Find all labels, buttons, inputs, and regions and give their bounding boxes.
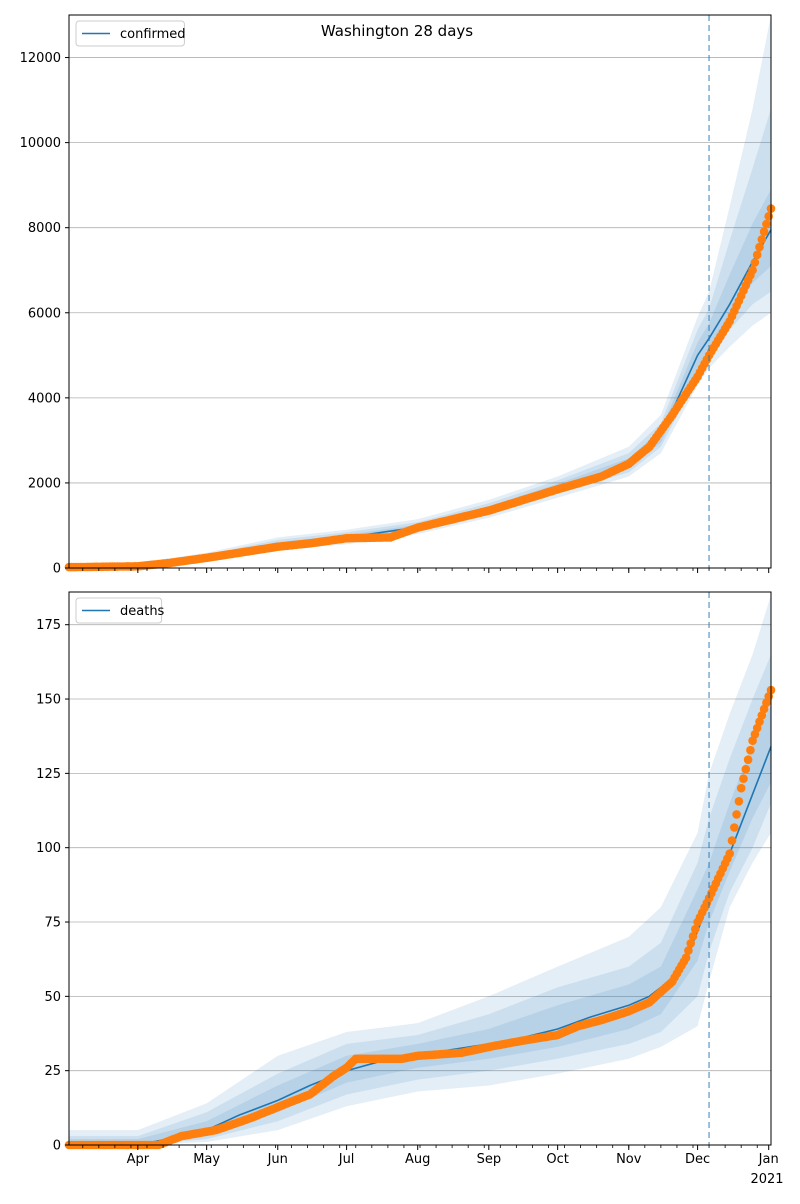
observed-point <box>743 755 753 764</box>
plot-frame <box>68 14 772 569</box>
x-tick-label: Oct <box>546 1152 568 1167</box>
confirmed-panel: 0 2000 4000 6000 8000 10000 12000 confirmed <box>20 14 776 577</box>
x-tick-label: Nov <box>616 1152 642 1167</box>
y-tick-label: 8000 <box>28 221 61 236</box>
uncertainty-band-1 <box>69 595 771 1145</box>
y-tick-label: 2000 <box>28 476 61 491</box>
observed-point <box>752 250 762 260</box>
uncertainty-band-2 <box>69 108 771 568</box>
y-tick-label: 10000 <box>20 136 61 151</box>
legend-box <box>75 597 163 624</box>
x-tick-label: Aug <box>405 1152 430 1167</box>
observed-point <box>730 823 739 832</box>
observed-point <box>759 227 769 236</box>
uncertainty-band-3 <box>69 189 771 568</box>
uncertainty-band-3 <box>69 705 771 1145</box>
observed-point <box>725 849 734 858</box>
observed-point <box>757 235 767 244</box>
x-tick-label: Sep <box>477 1152 502 1167</box>
observed-point <box>727 836 737 845</box>
observed-point <box>736 783 746 793</box>
observed-point <box>732 810 741 819</box>
y-tick-label: 175 <box>36 618 61 633</box>
y-tick-label: 150 <box>36 693 61 708</box>
legend-box <box>75 20 185 47</box>
y-tick-label: 6000 <box>28 306 61 321</box>
legend: deaths <box>75 597 165 624</box>
y-tick-label: 75 <box>44 916 61 931</box>
observed-point <box>734 797 744 806</box>
x-tick-label: Jan <box>758 1152 779 1167</box>
observed-point <box>746 745 755 755</box>
observed-point <box>762 219 771 229</box>
observed-point <box>684 946 693 955</box>
legend-label: confirmed <box>120 27 186 42</box>
y-tick-label: 0 <box>53 1139 61 1154</box>
x-tick-label: May <box>193 1152 220 1167</box>
observed-point <box>681 953 691 962</box>
observed-point <box>688 932 698 941</box>
observed-point <box>741 764 751 774</box>
y-tick-label: 4000 <box>28 391 61 406</box>
legend-label: deaths <box>120 604 165 619</box>
y-tick-label: 125 <box>36 767 61 782</box>
x-tick-label: Jun <box>267 1152 288 1167</box>
y-tick-label: 100 <box>36 841 61 856</box>
x-tick-label: Dec <box>685 1152 710 1167</box>
uncertainty-band-1 <box>69 15 771 568</box>
observed-point <box>755 242 764 252</box>
observed-point <box>764 212 773 221</box>
observed-point <box>750 258 760 267</box>
observed-point <box>686 939 695 948</box>
y-tick-label: 12000 <box>20 51 61 66</box>
observed-point <box>691 924 700 934</box>
x-tick-label: Jul <box>338 1152 355 1167</box>
observed-point <box>739 774 748 783</box>
legend: confirmed <box>75 20 186 47</box>
figure-title: Washington 28 days <box>321 22 473 40</box>
observed-point <box>748 265 757 275</box>
deaths-panel: 0 25 50 75 100 125 150 175 Apr May Jun Jul Aug Sep Oct… <box>36 591 779 1167</box>
y-tick-label: 50 <box>44 990 61 1005</box>
y-tick-label: 0 <box>53 562 61 577</box>
x-tick-label: Apr <box>127 1152 150 1167</box>
x-year-label: 2021 <box>750 1172 783 1187</box>
fit-line <box>68 229 772 569</box>
y-tick-label: 25 <box>44 1064 61 1079</box>
